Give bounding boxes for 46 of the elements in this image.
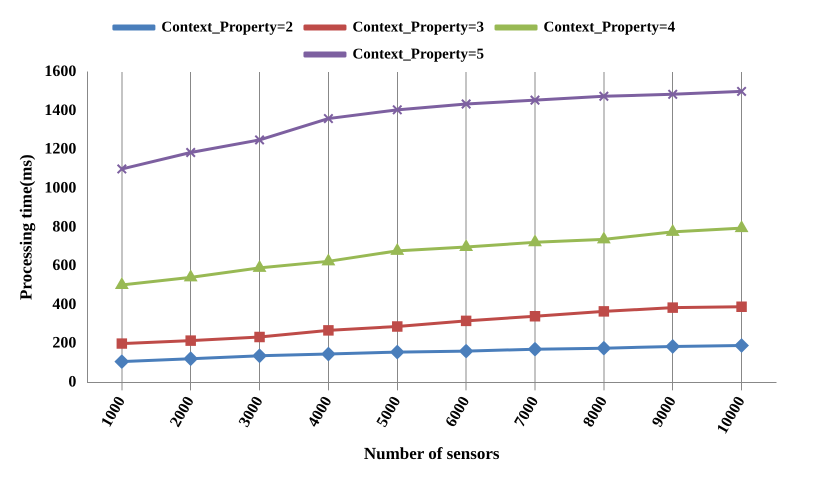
point: [392, 321, 403, 332]
point: [598, 306, 610, 317]
point: [185, 147, 196, 158]
point: [667, 302, 678, 313]
y-tick-label: 400: [52, 296, 76, 313]
point: [530, 310, 540, 322]
point: [459, 344, 474, 358]
y-tick-label: 1600: [44, 63, 76, 80]
point: [116, 164, 128, 174]
point: [666, 339, 680, 354]
point: [528, 342, 542, 356]
y-tick-label: 1400: [44, 102, 76, 119]
point: [460, 316, 472, 326]
point: [736, 86, 747, 97]
point: [254, 134, 265, 146]
point: [252, 348, 267, 363]
point: [392, 104, 403, 116]
point: [116, 338, 128, 349]
point: [114, 354, 129, 369]
y-tick-label: 800: [52, 218, 76, 236]
point: [735, 221, 748, 232]
point: [185, 335, 196, 346]
point: [323, 113, 334, 124]
point: [596, 341, 611, 356]
point: [390, 345, 404, 360]
y-axis-title: Processing time(ms): [16, 154, 36, 300]
y-tick-label: 1000: [44, 180, 76, 197]
point: [734, 338, 749, 353]
y-tick-label: 200: [52, 334, 76, 352]
point: [667, 89, 678, 100]
y-tick-label: 0: [68, 374, 76, 390]
y-tick-label: 600: [52, 257, 76, 274]
legend-label: Context_Property=5: [352, 46, 484, 62]
point: [736, 301, 747, 312]
x-axis-title: Number of sensors: [364, 444, 500, 464]
point: [530, 94, 540, 106]
y-tick-label: 1200: [44, 140, 76, 158]
point: [460, 98, 472, 110]
point: [598, 91, 610, 102]
legend-label: Context_Property=4: [544, 19, 676, 36]
point: [254, 332, 265, 342]
legend-label: Context_Property=3: [352, 19, 484, 36]
point: [184, 352, 198, 366]
legend-label: Context_Property=2: [161, 19, 293, 36]
point: [321, 347, 336, 362]
point: [323, 325, 334, 336]
